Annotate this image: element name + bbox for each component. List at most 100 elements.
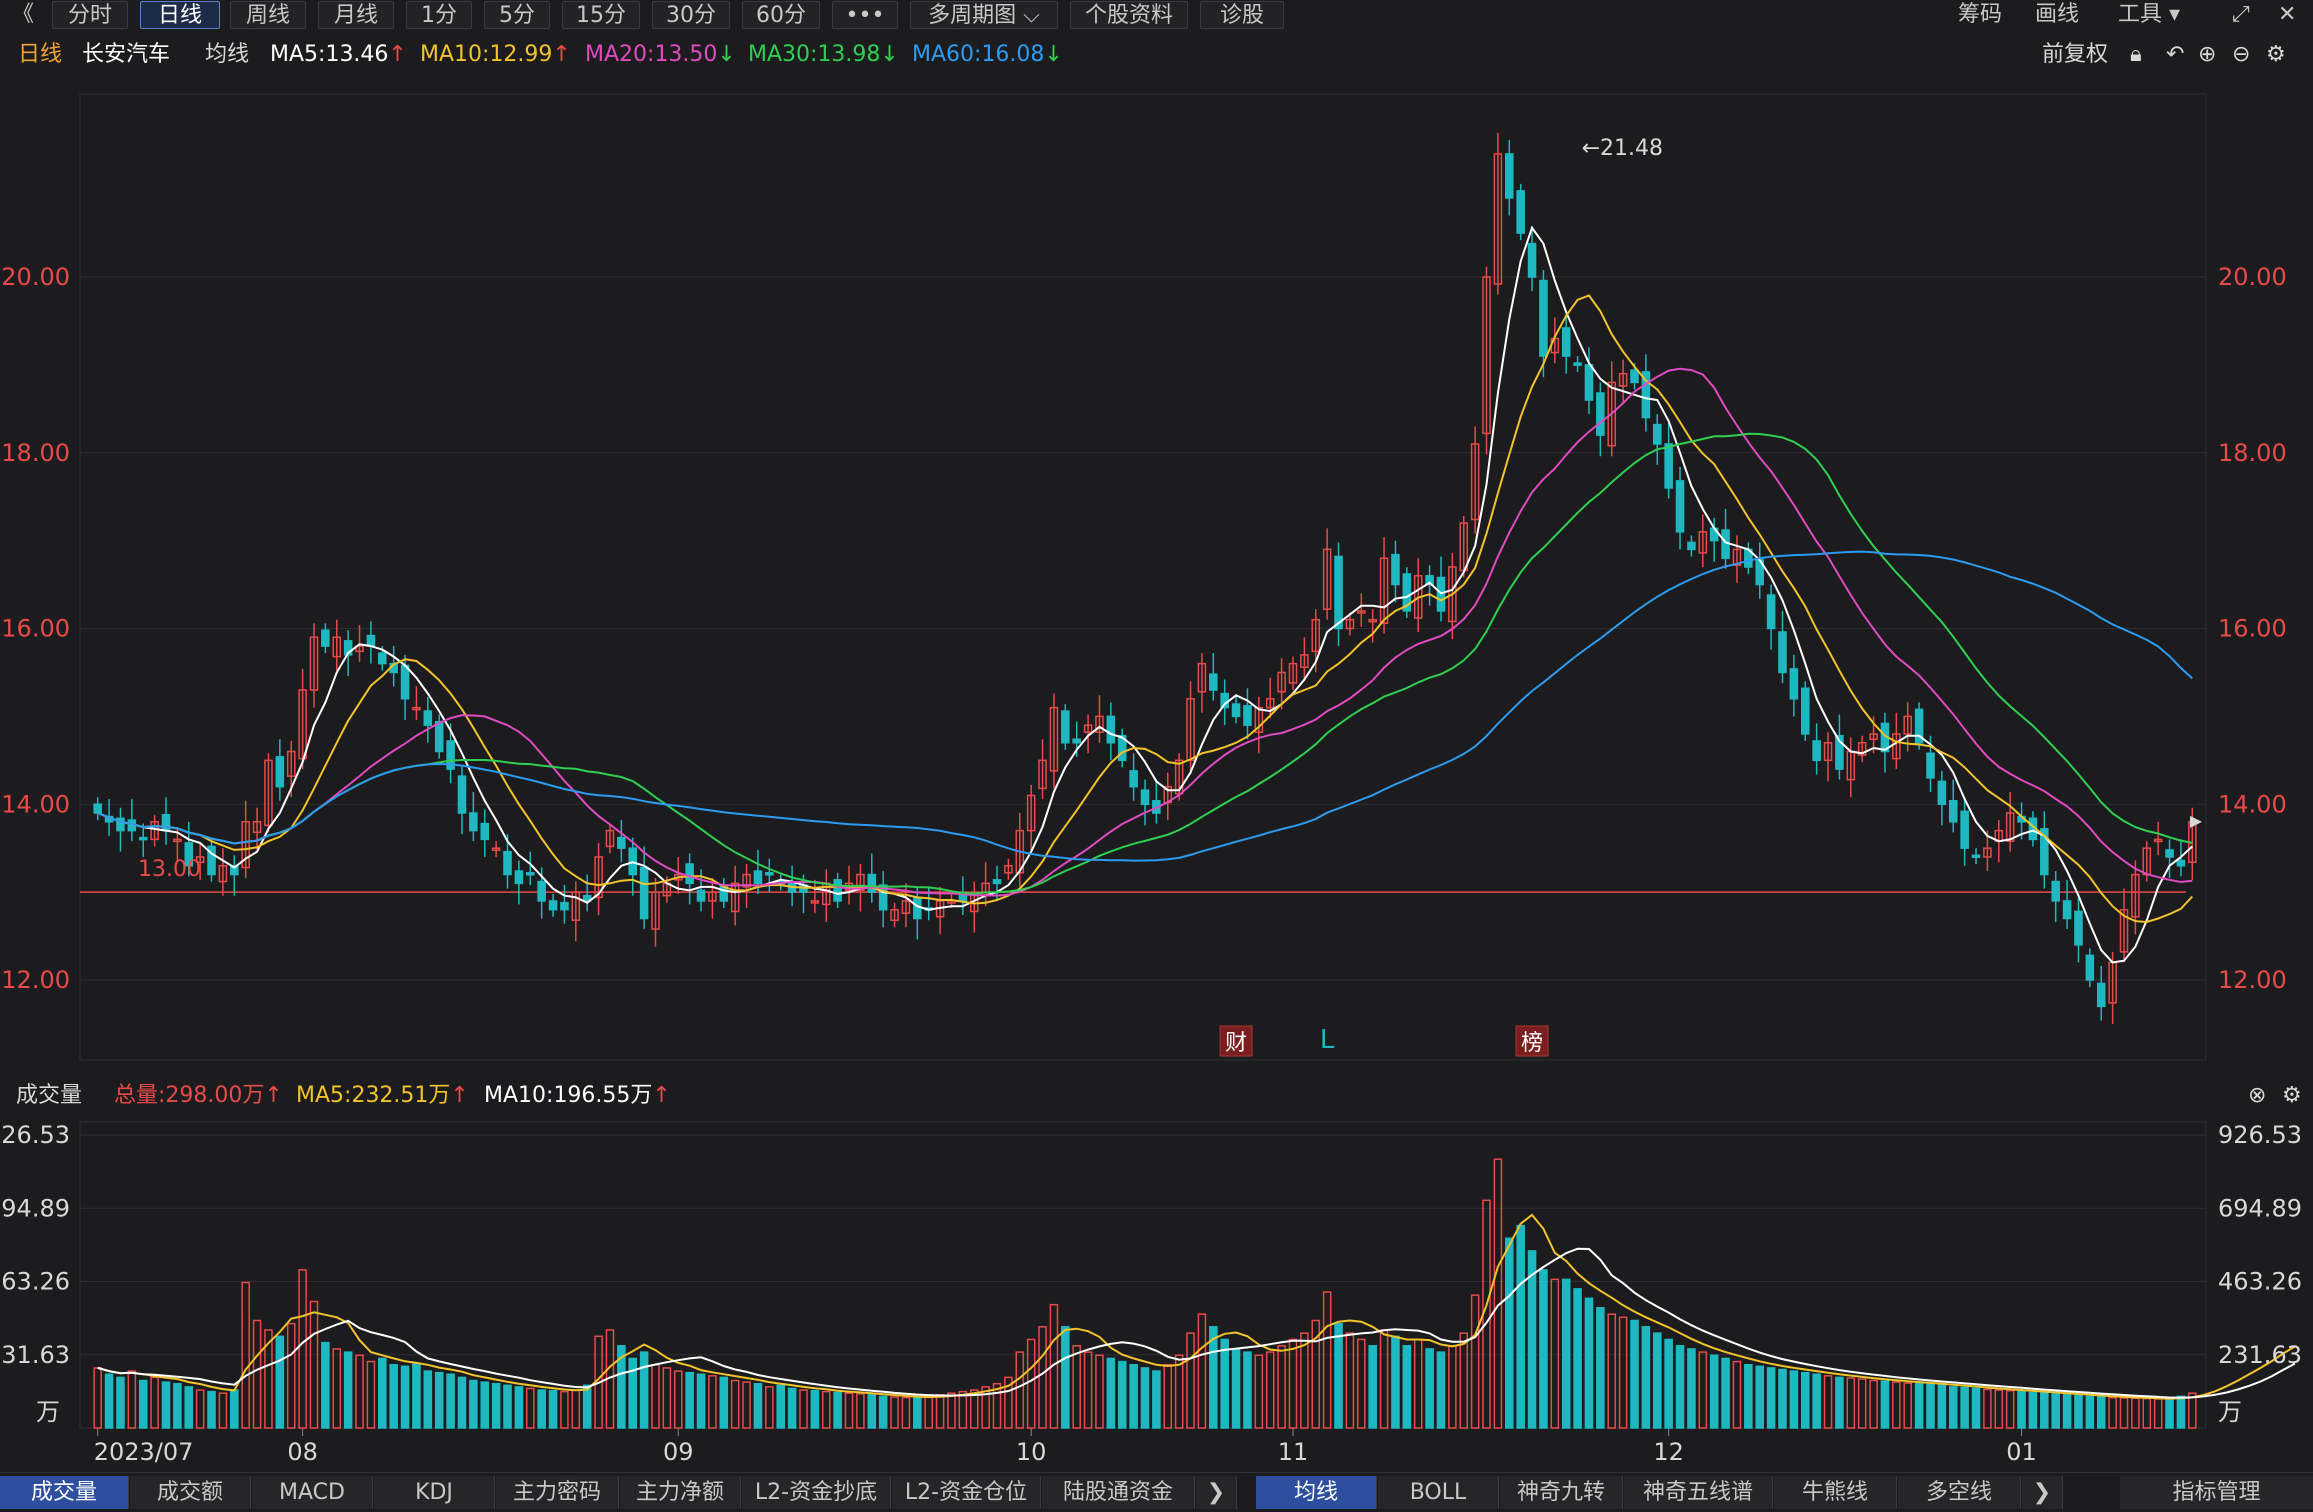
price-tick-left: 20.00	[1, 263, 70, 291]
candle-body	[730, 882, 740, 913]
candle-body	[1402, 573, 1412, 612]
panel-settings-icon[interactable]: ⚙	[2282, 1083, 2302, 1108]
close-icon[interactable]: ✕	[2278, 2, 2297, 27]
candle-body	[469, 812, 478, 832]
volume-bar	[1015, 1351, 1025, 1429]
volume-bar	[582, 1384, 592, 1429]
candle-body	[1778, 631, 1787, 674]
volume-tick-right: 694.89	[2218, 1194, 2302, 1222]
period-tab-3[interactable]: 月线	[318, 1, 394, 29]
kline-chart[interactable]: 12.00 12.00 14.00 14.00 16.00 16.00 18.00 18.00…	[0, 0, 2313, 1472]
volume-bar	[1800, 1371, 1810, 1429]
period-tab-11[interactable]: 个股资料	[1070, 1, 1188, 29]
candle-body	[1482, 276, 1491, 435]
undo-icon[interactable]: ↶	[2166, 42, 2185, 67]
reference-label: 13.00	[138, 857, 201, 882]
candle-body	[1129, 770, 1138, 788]
ma-title[interactable]: 均线	[205, 42, 250, 67]
indicator-manage-button[interactable]: 指标管理	[2120, 1476, 2313, 1509]
period-tab-2[interactable]: 周线	[230, 1, 306, 29]
tab-l2-bottom[interactable]: L2-资金抄底	[742, 1476, 891, 1509]
price-panel-frame	[79, 93, 2207, 1061]
tab-magic-nine[interactable]: 神奇九转	[1500, 1476, 1623, 1509]
volume-bar	[1322, 1291, 1332, 1429]
volume-bar	[1265, 1351, 1275, 1429]
volume-bar	[651, 1364, 660, 1429]
tab-turnover[interactable]: 成交额	[130, 1476, 251, 1509]
tab-long-short[interactable]: 多空线	[1898, 1476, 2021, 1509]
volume-bar	[662, 1367, 672, 1429]
candle-body	[890, 908, 899, 921]
tab-five-lines[interactable]: 神奇五线谱	[1624, 1476, 1773, 1509]
volume-bar	[821, 1390, 831, 1429]
tab-volume[interactable]: 成交量	[0, 1476, 129, 1509]
candle-body	[856, 873, 865, 892]
candle-body	[1368, 618, 1377, 623]
period-tab-9[interactable]: •••	[832, 1, 898, 29]
candle-body	[685, 863, 694, 885]
lock-icon[interactable]: 🔒︎	[2130, 42, 2142, 67]
period-tab-7[interactable]: 30分	[652, 1, 730, 29]
volume-bar	[1880, 1380, 1890, 1429]
tabs-next-icon-2[interactable]: ❯	[2022, 1476, 2063, 1509]
ma10-value: MA10:12.99↑	[420, 42, 571, 67]
volume-bar	[1197, 1313, 1207, 1429]
tab-bull-bear[interactable]: 牛熊线	[1774, 1476, 1897, 1509]
volume-bar	[2062, 1394, 2072, 1429]
volume-bar	[2108, 1396, 2117, 1429]
back-icon[interactable]: 《	[12, 2, 35, 27]
adjust-mode[interactable]: 前复权	[2042, 42, 2109, 67]
candle-body	[571, 891, 581, 921]
volume-bar	[1755, 1365, 1765, 1429]
volume-bar	[1709, 1354, 1719, 1429]
volume-bar	[2040, 1392, 2049, 1429]
volume-bar	[321, 1341, 330, 1429]
volume-bar	[1288, 1338, 1298, 1429]
volume-bar	[799, 1389, 808, 1429]
zoom-out-icon[interactable]: ⊖	[2232, 42, 2251, 67]
period-tab-5[interactable]: 5分	[484, 1, 550, 29]
tab-ma[interactable]: 均线	[1256, 1476, 1377, 1509]
period-tab-12[interactable]: 诊股	[1200, 1, 1284, 29]
volume-bar	[1584, 1297, 1594, 1429]
tab-macd[interactable]: MACD	[252, 1476, 373, 1509]
period-tab-0[interactable]: 分时	[52, 1, 128, 29]
fullscreen-icon[interactable]: ⤢	[2232, 2, 2250, 27]
volume-bar	[1038, 1326, 1047, 1429]
period-tab-6[interactable]: 15分	[562, 1, 640, 29]
volume-bar	[844, 1392, 854, 1429]
high-price-label: ←21.48	[1582, 136, 1663, 161]
volume-bar	[1277, 1345, 1286, 1429]
tabs-next-icon[interactable]: ❯	[1196, 1476, 1237, 1509]
period-tab-8[interactable]: 60分	[742, 1, 820, 29]
tab-main-cost[interactable]: 主力密码	[496, 1476, 619, 1509]
candle-body	[286, 750, 296, 777]
ma30-line	[97, 432, 2193, 895]
volume-bar	[1596, 1307, 1605, 1429]
tab-main-net[interactable]: 主力净额	[620, 1476, 741, 1509]
volume-bar	[230, 1389, 239, 1429]
period-tab-4[interactable]: 1分	[406, 1, 472, 29]
volume-bar	[389, 1364, 398, 1429]
draw-line-button[interactable]: 画线	[2035, 2, 2080, 27]
tab-boll[interactable]: BOLL	[1378, 1476, 1499, 1509]
volume-bar	[1379, 1329, 1389, 1429]
volume-bar	[2051, 1393, 2060, 1429]
tab-l2-position[interactable]: L2-资金仓位	[892, 1476, 1041, 1509]
volume-ma10: MA10:196.55万↑	[484, 1083, 671, 1108]
candle-body	[241, 821, 250, 869]
close-panel-icon[interactable]: ⊗	[2248, 1083, 2267, 1108]
settings-icon[interactable]: ⚙	[2266, 42, 2286, 67]
tab-kdj[interactable]: KDJ	[374, 1476, 495, 1509]
tab-northbound[interactable]: 陆股通资金	[1042, 1476, 1195, 1509]
volume-bar	[1914, 1382, 1924, 1429]
period-tab-1[interactable]: 日线	[140, 1, 220, 29]
period-tab-10[interactable]: 多周期图 ⌵	[910, 1, 1058, 29]
chip-distribution-button[interactable]: 筹码	[1958, 2, 2003, 27]
volume-bar	[992, 1382, 1002, 1429]
volume-bar	[1778, 1368, 1787, 1429]
candle-body	[298, 689, 307, 760]
tools-menu[interactable]: 工具 ▾	[2118, 2, 2181, 27]
zoom-in-icon[interactable]: ⊕	[2198, 42, 2217, 67]
volume-bar	[1448, 1345, 1457, 1429]
